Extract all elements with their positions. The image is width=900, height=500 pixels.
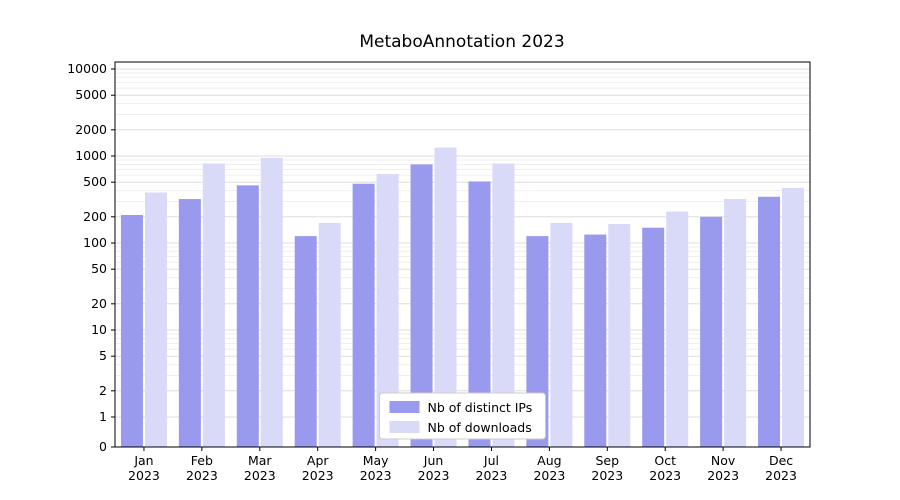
x-tick-label-month: Apr xyxy=(307,453,329,468)
x-tick-label-year: 2023 xyxy=(591,468,623,483)
y-tick-label: 10000 xyxy=(67,61,107,76)
x-tick-label-year: 2023 xyxy=(649,468,681,483)
x-tick-label-month: Mar xyxy=(248,453,272,468)
y-tick-label: 100 xyxy=(83,235,107,250)
x-tick-label-month: Aug xyxy=(537,453,561,468)
x-tick-label-year: 2023 xyxy=(360,468,392,483)
bar-ips-nov xyxy=(700,216,723,447)
bar-ips-mar xyxy=(236,185,259,447)
axis-layer: 012510205010020050010002000500010000Jan2… xyxy=(67,61,811,483)
legend-swatch-ips xyxy=(389,401,420,413)
bar-downloads-nov xyxy=(724,199,747,447)
y-tick-label: 2000 xyxy=(75,122,107,137)
legend-label-ips: Nb of distinct IPs xyxy=(428,400,533,415)
x-tick-label-year: 2023 xyxy=(244,468,276,483)
bar-downloads-jun xyxy=(434,147,457,447)
bar-layer xyxy=(120,147,805,448)
x-tick-label-year: 2023 xyxy=(476,468,508,483)
y-tick-label: 2 xyxy=(99,383,107,398)
y-tick-label: 0 xyxy=(99,439,107,454)
x-tick-label-month: Jul xyxy=(483,453,499,468)
x-tick-label-year: 2023 xyxy=(302,468,334,483)
bar-downloads-dec xyxy=(782,187,805,447)
bar-ips-oct xyxy=(642,227,665,447)
x-tick-label-year: 2023 xyxy=(707,468,739,483)
legend-box xyxy=(379,392,546,440)
x-tick-label-month: Jun xyxy=(423,453,444,468)
x-tick-label-month: May xyxy=(363,453,389,468)
x-tick-label-year: 2023 xyxy=(533,468,565,483)
bar-ips-may xyxy=(352,183,375,448)
y-tick-label: 20 xyxy=(91,296,107,311)
legend-swatch-downloads xyxy=(389,421,420,433)
x-tick-label-month: Nov xyxy=(711,453,736,468)
plot-border xyxy=(114,61,811,448)
bar-ips-dec xyxy=(758,196,781,447)
legend: Nb of distinct IPs Nb of downloads xyxy=(379,392,546,440)
x-tick-label-month: Oct xyxy=(654,453,676,468)
y-tick-label: 200 xyxy=(83,209,107,224)
bar-downloads-may xyxy=(376,174,399,447)
x-tick-label-month: Sep xyxy=(596,453,620,468)
bar-ips-jun xyxy=(410,164,433,448)
y-tick-label: 1 xyxy=(99,409,107,424)
x-tick-label-year: 2023 xyxy=(186,468,218,483)
bar-ips-feb xyxy=(178,199,201,447)
bar-downloads-jul xyxy=(492,163,515,447)
bar-downloads-apr xyxy=(318,222,341,447)
x-tick-label-year: 2023 xyxy=(765,468,797,483)
x-tick-label-year: 2023 xyxy=(418,468,450,483)
bar-downloads-aug xyxy=(550,222,573,447)
bar-downloads-sep xyxy=(608,224,631,447)
chart-title: MetaboAnnotation 2023 xyxy=(359,32,564,52)
bar-ips-apr xyxy=(294,236,317,447)
y-tick-label: 5000 xyxy=(75,87,107,102)
y-tick-label: 50 xyxy=(91,261,107,276)
y-tick-label: 500 xyxy=(83,174,107,189)
bar-ips-sep xyxy=(584,234,607,447)
bar-downloads-oct xyxy=(666,211,689,447)
bar-ips-jan xyxy=(120,214,143,447)
legend-label-downloads: Nb of downloads xyxy=(428,420,532,435)
bar-downloads-mar xyxy=(260,157,283,447)
y-tick-label: 10 xyxy=(91,322,107,337)
x-tick-label-month: Jan xyxy=(133,453,153,468)
x-tick-label-month: Feb xyxy=(191,453,213,468)
bar-ips-jul xyxy=(468,181,491,447)
y-tick-label: 1000 xyxy=(75,148,107,163)
x-tick-label-year: 2023 xyxy=(128,468,160,483)
bar-downloads-jan xyxy=(144,192,167,447)
bar-downloads-feb xyxy=(202,163,225,447)
x-tick-label-month: Dec xyxy=(769,453,793,468)
y-tick-label: 5 xyxy=(99,348,107,363)
